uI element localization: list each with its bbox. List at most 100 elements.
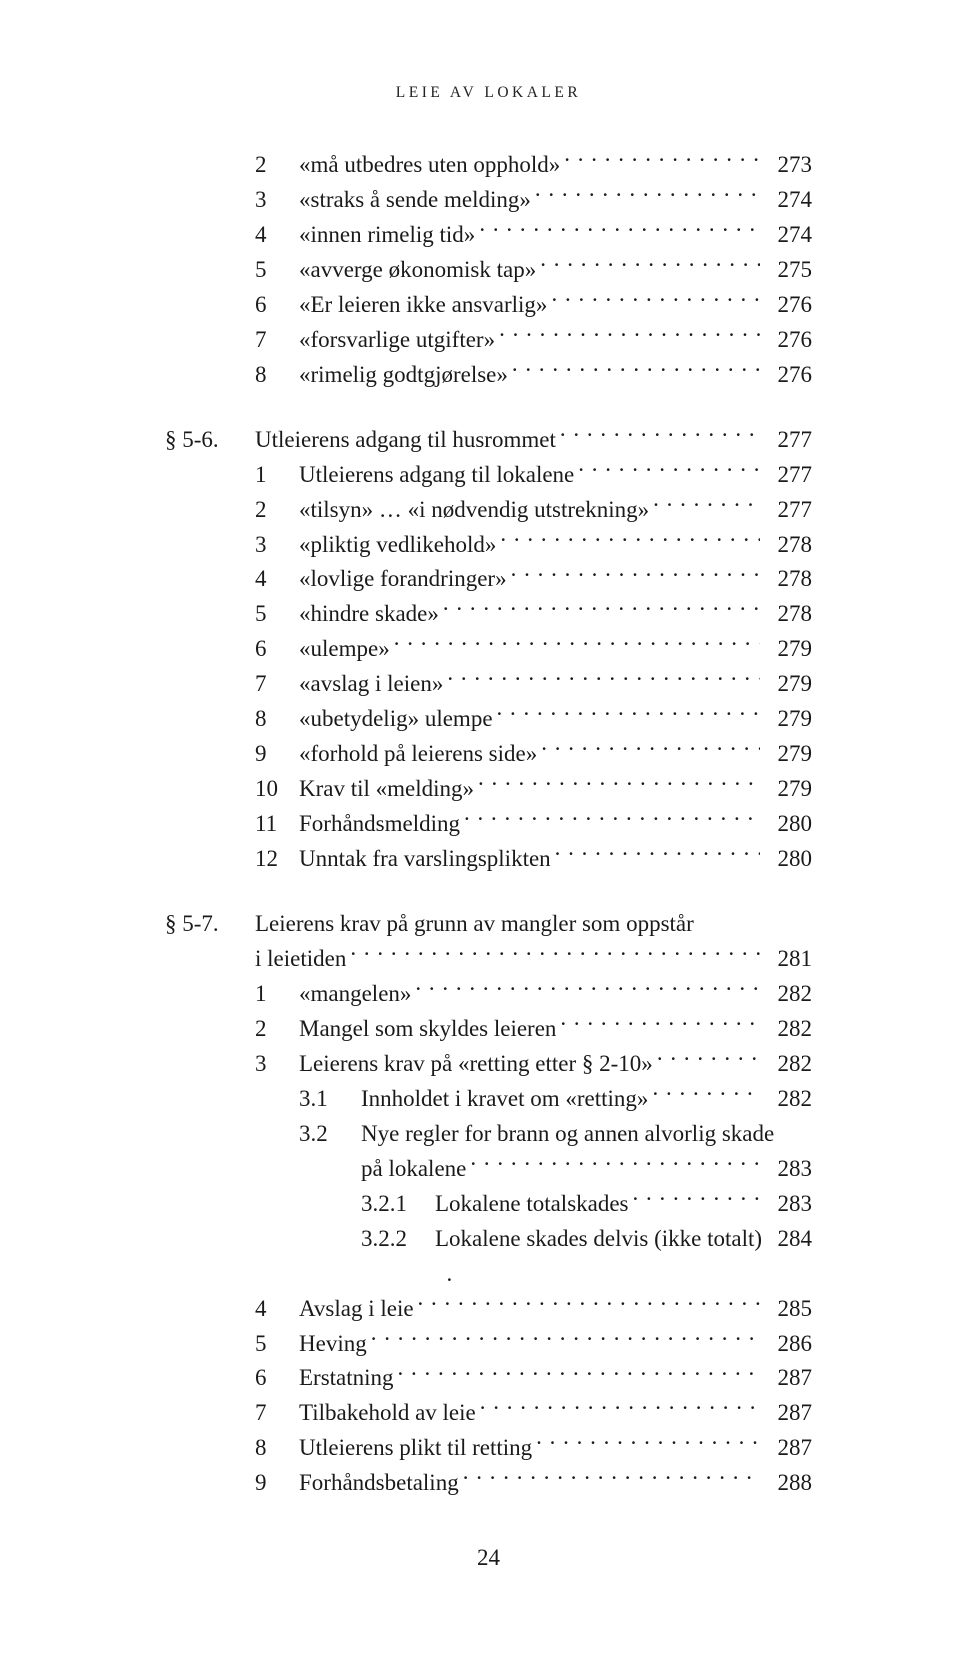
leader-dots xyxy=(541,738,760,761)
leader-dots xyxy=(536,1432,760,1455)
item-title: «tilsyn» … «i nødvendig utstrekning» xyxy=(299,493,649,528)
item-number: 7 xyxy=(255,1396,299,1431)
section-label: § 5-6. xyxy=(165,423,255,458)
item-title: Tilbakehold av leie xyxy=(299,1396,476,1431)
leader-dots xyxy=(398,1362,760,1385)
item-number: 2 xyxy=(255,148,299,183)
page-number: 287 xyxy=(764,1396,812,1431)
toc-item: 3«straks å sende melding»274 xyxy=(165,183,812,218)
leader-dots xyxy=(497,703,760,726)
toc-item: 3«pliktig vedlikehold»278 xyxy=(165,528,812,563)
subitem-3-2-1: 3.2.1 Lokalene totalskades 283 xyxy=(165,1187,812,1222)
page-number: 279 xyxy=(764,632,812,667)
page-number: 278 xyxy=(764,562,812,597)
running-head: LEIE AV LOKALER xyxy=(165,84,812,102)
toc-item: 3Leierens krav på «retting etter § 2-10»… xyxy=(165,1047,812,1082)
page-number: 278 xyxy=(764,597,812,632)
page-number: 276 xyxy=(764,358,812,393)
item-title: «avverge økonomisk tap» xyxy=(299,253,536,288)
item-number: 5 xyxy=(255,1327,299,1362)
page-number: 282 xyxy=(764,977,812,1012)
short-leader: . xyxy=(447,1261,453,1286)
item-number: 2 xyxy=(255,1012,299,1047)
item-number: 6 xyxy=(255,632,299,667)
toc-item: 6«ulempe»279 xyxy=(165,632,812,667)
item-title-text: Lokalene skades delvis (ikke totalt) xyxy=(435,1226,762,1251)
item-number: 11 xyxy=(255,807,299,842)
section-5-6: § 5-6. Utleierens adgang til husrommet 2… xyxy=(165,423,812,877)
page-number: 287 xyxy=(764,1431,812,1466)
toc-item: 10Krav til «melding» 279 xyxy=(165,772,812,807)
leader-dots xyxy=(578,459,760,482)
item-number: 3 xyxy=(255,528,299,563)
item-title: Utleierens plikt til retting xyxy=(299,1431,532,1466)
leader-dots xyxy=(478,773,760,796)
toc-item: 9«forhold på leierens side»279 xyxy=(165,737,812,772)
subitem-3-2-line2: på lokalene 283 xyxy=(165,1152,812,1187)
leader-dots xyxy=(394,633,760,656)
toc-item: 4Avslag i leie285 xyxy=(165,1292,812,1327)
page-number: 279 xyxy=(764,772,812,807)
section-title-l1: Leierens krav på grunn av mangler som op… xyxy=(255,907,694,942)
section-5-7-header-line1: § 5-7. Leierens krav på grunn av mangler… xyxy=(165,907,812,942)
item-number: 10 xyxy=(255,772,299,807)
leader-dots xyxy=(480,1397,760,1420)
item-number: 6 xyxy=(255,288,299,323)
toc-item: 5Heving286 xyxy=(165,1327,812,1362)
leader-dots xyxy=(555,843,760,866)
page: LEIE AV LOKALER 2«må utbedres uten oppho… xyxy=(0,0,960,1571)
leader-dots xyxy=(540,254,760,277)
item-title: Erstatning xyxy=(299,1361,394,1396)
page-number: 282 xyxy=(764,1047,812,1082)
item-number: 8 xyxy=(255,1431,299,1466)
item-title: «avslag i leien» xyxy=(299,667,443,702)
toc-item: 7Tilbakehold av leie 287 xyxy=(165,1396,812,1431)
item-number: 1 xyxy=(255,977,299,1012)
section-5-6-header: § 5-6. Utleierens adgang til husrommet 2… xyxy=(165,423,812,458)
page-number: 285 xyxy=(764,1292,812,1327)
page-number: 274 xyxy=(764,183,812,218)
toc-item: 8Utleierens plikt til retting 287 xyxy=(165,1431,812,1466)
section-5-7-header-line2: i leietiden 281 xyxy=(165,942,812,977)
item-title: «mangelen» xyxy=(299,977,411,1012)
item-title: «ubetydelig» ulempe xyxy=(299,702,493,737)
item-title: Mangel som skyldes leieren xyxy=(299,1012,556,1047)
page-number: 283 xyxy=(764,1187,812,1222)
item-title: Lokalene skades delvis (ikke totalt) . xyxy=(435,1222,764,1292)
leader-dots xyxy=(463,1467,760,1490)
item-number: 5 xyxy=(255,597,299,632)
item-title: Forhåndsbetaling xyxy=(299,1466,459,1501)
page-number: 273 xyxy=(764,148,812,183)
page-number: 283 xyxy=(764,1152,812,1187)
toc-item: 4«lovlige forandringer»278 xyxy=(165,562,812,597)
leader-dots xyxy=(560,1013,760,1036)
item-number: 2 xyxy=(255,493,299,528)
subitem-3-2-line1: 3.2 Nye regler for brann og annen alvorl… xyxy=(165,1117,812,1152)
toc-item: 11Forhåndsmelding280 xyxy=(165,807,812,842)
leader-dots xyxy=(633,1188,760,1211)
item-title: Heving xyxy=(299,1327,367,1362)
page-number: 278 xyxy=(764,528,812,563)
item-title: Krav til «melding» xyxy=(299,772,474,807)
leader-dots xyxy=(499,324,760,347)
page-number: 277 xyxy=(764,458,812,493)
item-number: 6 xyxy=(255,1361,299,1396)
item-number: 9 xyxy=(255,737,299,772)
item-title: «lovlige forandringer» xyxy=(299,562,507,597)
page-number: 279 xyxy=(764,667,812,702)
section-5-7: § 5-7. Leierens krav på grunn av mangler… xyxy=(165,907,812,1501)
section-title-l2: i leietiden xyxy=(255,942,346,977)
leader-dots xyxy=(652,1083,760,1106)
block-a: 2«må utbedres uten opphold»2733«straks å… xyxy=(165,148,812,393)
toc-item: 2«tilsyn» … «i nødvendig utstrekning»277 xyxy=(165,493,812,528)
toc-item: 7«forsvarlige utgifter»276 xyxy=(165,323,812,358)
item-number: 7 xyxy=(255,667,299,702)
page-number: 282 xyxy=(764,1012,812,1047)
page-number: 274 xyxy=(764,218,812,253)
page-number: 279 xyxy=(764,737,812,772)
page-number: 279 xyxy=(764,702,812,737)
subitem-3-1: 3.1 Innholdet i kravet om «retting» 282 xyxy=(165,1082,812,1117)
leader-dots xyxy=(371,1328,760,1351)
item-number: 4 xyxy=(255,1292,299,1327)
leader-dots xyxy=(564,149,760,172)
